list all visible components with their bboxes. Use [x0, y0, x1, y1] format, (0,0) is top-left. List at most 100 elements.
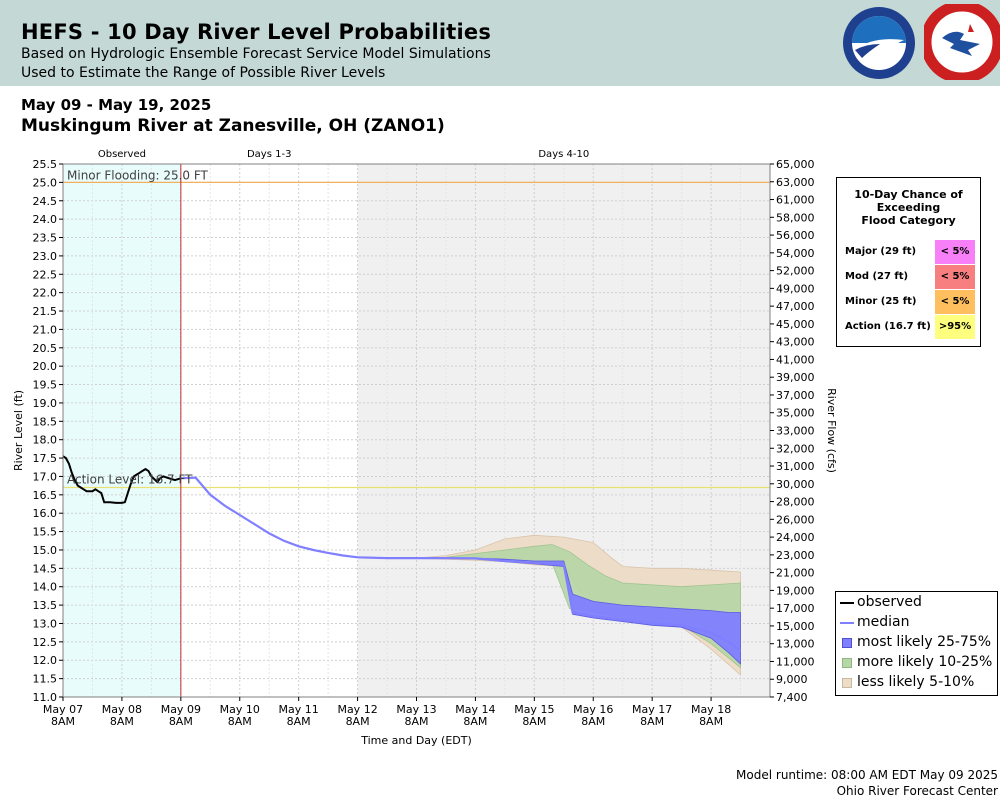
y2-tick-label: 9,000	[776, 673, 808, 686]
y2-tick-label: 37,000	[776, 389, 815, 402]
legend-line-icon	[840, 602, 854, 604]
y2-tick-label: 33,000	[776, 425, 815, 438]
prob-title-line: 10-Day Chance of	[854, 188, 963, 201]
x-tick-sublabel: 8AM	[581, 715, 605, 728]
x-tick-sublabel: 8AM	[699, 715, 723, 728]
legend-label: less likely 5-10%	[857, 674, 975, 690]
prob-value: < 5%	[935, 240, 975, 264]
x-tick-label: May 15	[514, 703, 554, 716]
prob-label: Major (29 ft)	[845, 246, 917, 257]
prob-row-major: Major (29 ft) < 5%	[837, 240, 980, 264]
y2-tick-label: 19,000	[776, 584, 815, 597]
y-tick-label: 20.0	[33, 360, 58, 373]
y-tick-label: 16.5	[33, 489, 58, 502]
x-tick-label: May 17	[632, 703, 672, 716]
x-tick-label: May 18	[691, 703, 731, 716]
x-axis-title: Time and Day (EDT)	[360, 734, 472, 747]
y2-tick-label: 24,000	[776, 531, 815, 544]
y2-tick-label: 23,000	[776, 549, 815, 562]
legend-label: most likely 25-75%	[857, 634, 992, 650]
median-line	[180, 476, 742, 652]
y2-tick-label: 17,000	[776, 602, 815, 615]
forecast-center: Ohio River Forecast Center	[836, 784, 998, 798]
x-tick-label: May 13	[396, 703, 436, 716]
y-tick-label: 25.0	[33, 176, 58, 189]
x-tick-sublabel: 8AM	[463, 715, 487, 728]
y2-tick-label: 21,000	[776, 567, 815, 580]
prob-label: Mod (27 ft)	[845, 271, 909, 282]
y-tick-label: 14.5	[33, 562, 58, 575]
nws-logo	[924, 4, 1000, 80]
prob-title-line: Exceeding	[876, 201, 941, 214]
x-tick-sublabel: 8AM	[346, 715, 370, 728]
y-tick-label: 23.0	[33, 250, 58, 263]
y-tick-label: 18.5	[33, 415, 58, 428]
legend-label: median	[857, 614, 910, 630]
y2-tick-label: 11,000	[776, 655, 815, 668]
date-range: May 09 - May 19, 2025	[21, 96, 212, 114]
minor-flooding-label: Minor Flooding: 25.0 FT	[67, 168, 209, 182]
y-tick-label: 24.5	[33, 195, 58, 208]
x-tick-label: May 08	[102, 703, 142, 716]
x-tick-sublabel: 8AM	[228, 715, 252, 728]
y-tick-label: 24.0	[33, 213, 58, 226]
y2-tick-label: 30,000	[776, 478, 815, 491]
y-tick-label: 25.5	[33, 158, 58, 171]
y-tick-label: 17.5	[33, 452, 58, 465]
x-tick-sublabel: 8AM	[169, 715, 193, 728]
y2-tick-label: 56,000	[776, 229, 815, 242]
x-tick-label: May 11	[279, 703, 319, 716]
header-banner: HEFS - 10 Day River Level Probabilities …	[0, 0, 1000, 86]
x-tick-sublabel: 8AM	[287, 715, 311, 728]
y2-tick-label: 26,000	[776, 513, 815, 526]
x-tick-sublabel: 8AM	[404, 715, 428, 728]
y2-tick-label: 58,000	[776, 211, 815, 224]
y-axis-title: River Level (ft)	[12, 390, 25, 471]
prob-row-minor: Minor (25 ft) < 5%	[837, 290, 980, 314]
y2-tick-label: 13,000	[776, 638, 815, 651]
y-tick-label: 14.0	[33, 581, 58, 594]
y2-tick-label: 54,000	[776, 247, 815, 260]
legend-item-25-75: most likely 25-75%	[836, 633, 997, 653]
y-tick-label: 11.5	[33, 673, 58, 686]
y2-tick-label: 35,000	[776, 407, 815, 420]
legend-swatch-icon	[842, 658, 852, 668]
y-tick-label: 23.5	[33, 232, 58, 245]
x-tick-sublabel: 8AM	[522, 715, 546, 728]
prob-label: Minor (25 ft)	[845, 296, 917, 307]
model-runtime: Model runtime: 08:00 AM EDT May 09 2025	[736, 768, 998, 782]
x-tick-label: May 09	[161, 703, 201, 716]
x-tick-sublabel: 8AM	[110, 715, 134, 728]
y2-tick-label: 28,000	[776, 496, 815, 509]
y2-axis-title: River Flow (cfs)	[825, 388, 838, 473]
section-label: Observed	[98, 149, 146, 160]
y-tick-label: 15.5	[33, 526, 58, 539]
legend-item-observed: observed	[836, 593, 997, 613]
y-tick-label: 11.0	[33, 691, 58, 704]
y2-tick-label: 43,000	[776, 336, 815, 349]
chart-legend: observed median most likely 25-75% more …	[835, 591, 998, 696]
legend-line-icon	[840, 622, 854, 624]
observed-line	[62, 455, 182, 504]
y-tick-label: 19.0	[33, 397, 58, 410]
y-tick-label: 21.5	[33, 305, 58, 318]
prob-value: >95%	[935, 315, 975, 339]
y2-tick-label: 47,000	[776, 300, 815, 313]
y-tick-label: 12.0	[33, 654, 58, 667]
x-tick-label: May 07	[43, 703, 83, 716]
y2-tick-label: 45,000	[776, 318, 815, 331]
y-tick-label: 18.0	[33, 434, 58, 447]
y2-tick-label: 39,000	[776, 371, 815, 384]
y-tick-label: 15.0	[33, 544, 58, 557]
y2-tick-label: 15,000	[776, 620, 815, 633]
y-tick-label: 12.5	[33, 636, 58, 649]
x-tick-label: May 12	[337, 703, 377, 716]
action-level-label: Action Level: 16.7 FT	[67, 472, 193, 486]
y2-tick-label: 32,000	[776, 442, 815, 455]
page-title: HEFS - 10 Day River Level Probabilities	[21, 20, 492, 44]
noaa-logo	[843, 7, 915, 79]
legend-swatch-icon	[842, 678, 852, 688]
legend-swatch-icon	[842, 638, 852, 648]
y-tick-label: 19.5	[33, 379, 58, 392]
